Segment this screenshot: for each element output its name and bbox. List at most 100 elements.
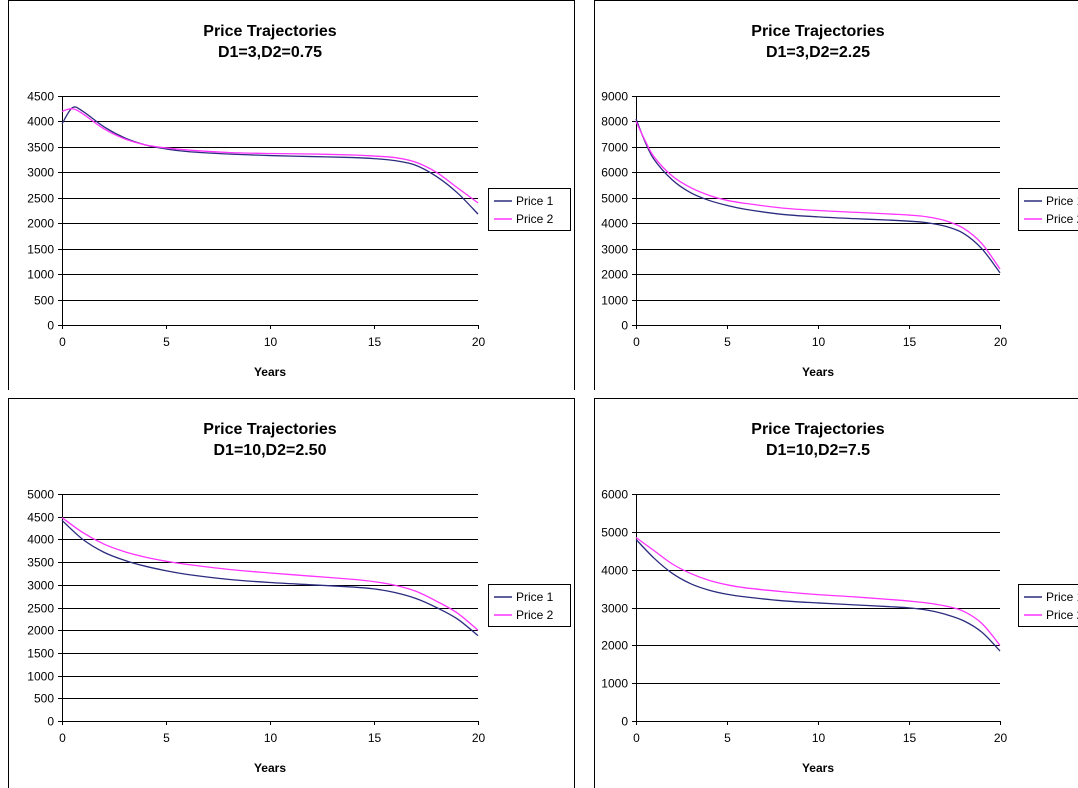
y-tick-label: 3000 — [27, 579, 54, 593]
x-tick-label: 5 — [724, 731, 731, 745]
y-tick-label: 3000 — [601, 602, 628, 616]
y-tick-label: 4500 — [27, 90, 54, 104]
y-tick-label: 3000 — [601, 243, 628, 257]
x-tick-label: 20 — [472, 731, 486, 745]
y-tick-label: 8000 — [601, 115, 628, 129]
y-tick-label: 1500 — [27, 243, 54, 257]
x-tick-label: 20 — [472, 335, 486, 349]
y-tick-label: 2000 — [27, 217, 54, 231]
y-tick-label: 0 — [47, 319, 54, 333]
x-tick-label: 10 — [812, 335, 826, 349]
legend: Price 1 Price 2 — [488, 584, 571, 627]
y-tick-label: 1000 — [27, 670, 54, 684]
y-tick-label: 2000 — [601, 268, 628, 282]
legend-label: Price 2 — [516, 608, 554, 622]
y-tick-label: 2000 — [27, 624, 54, 638]
chart-subtitle: D1=10,D2=2.50 — [214, 442, 327, 459]
y-tick-label: 3500 — [27, 141, 54, 155]
legend-label: Price 1 — [516, 590, 554, 604]
x-tick-label: 20 — [994, 731, 1008, 745]
x-tick-label: 0 — [59, 731, 66, 745]
series-line-price-1 — [635, 118, 1001, 274]
chart-subtitle: D1=3,D2=0.75 — [218, 44, 322, 61]
y-tick-label: 2500 — [27, 192, 54, 206]
y-tick-label: 9000 — [601, 90, 628, 104]
chart-1: Price Trajectories D1=3,D2=0.75 0 500 1000 15… — [8, 0, 575, 390]
y-tick-label: 1000 — [601, 294, 628, 308]
x-axis-label: Years — [254, 761, 286, 775]
x-tick-label: 10 — [264, 335, 278, 349]
x-axis-label: Years — [254, 365, 286, 379]
chart-title: Price Trajectories — [751, 23, 885, 40]
x-tick-label: 5 — [724, 335, 731, 349]
y-tick-label: 2000 — [601, 639, 628, 653]
y-tick-label: 1500 — [27, 647, 54, 661]
series-line-price-1 — [61, 519, 479, 637]
chart-frame — [8, 398, 575, 788]
x-tick-label: 5 — [163, 731, 170, 745]
legend: Price 1 Price 2 — [1018, 584, 1078, 627]
legend: Price 1 Price 2 — [488, 188, 571, 231]
series-line-price-1 — [61, 106, 479, 215]
y-tick-label: 6000 — [601, 166, 628, 180]
chart-frame — [594, 398, 1078, 788]
y-tick-label: 4000 — [27, 533, 54, 547]
chart-3: Price Trajectories D1=10,D2=2.50 0 500 1000 1… — [8, 398, 575, 788]
x-tick-label: 5 — [163, 335, 170, 349]
chart-panel-2: Price Trajectories D1=3,D2=2.25 0 1000 2000 3… — [586, 0, 1078, 390]
x-tick-label: 15 — [368, 731, 382, 745]
chart-title: Price Trajectories — [203, 23, 337, 40]
chart-panel-3: Price Trajectories D1=10,D2=2.50 0 500 1000 1… — [0, 398, 575, 788]
chart-4: Price Trajectories D1=10,D2=7.5 0 1000 2000 3… — [594, 398, 1078, 788]
x-tick-label: 15 — [903, 335, 917, 349]
series-line-price-2 — [61, 108, 479, 204]
series-line-price-1 — [635, 538, 1001, 652]
y-tick-label: 3000 — [27, 166, 54, 180]
y-tick-label: 5000 — [601, 192, 628, 206]
chart-title: Price Trajectories — [751, 421, 885, 438]
x-tick-label: 15 — [368, 335, 382, 349]
x-tick-label: 0 — [633, 335, 640, 349]
x-axis-label: Years — [802, 761, 834, 775]
y-tick-label: 5000 — [27, 488, 54, 502]
legend-label: Price 1 — [1046, 590, 1078, 604]
y-tick-label: 0 — [621, 319, 628, 333]
y-tick-label: 4000 — [601, 217, 628, 231]
y-tick-label: 7000 — [601, 141, 628, 155]
y-tick-label: 3500 — [27, 556, 54, 570]
y-tick-label: 6000 — [601, 488, 628, 502]
x-tick-label: 10 — [264, 731, 278, 745]
legend-label: Price 2 — [1046, 212, 1078, 226]
y-tick-label: 5000 — [601, 526, 628, 540]
legend: Price 1 Price 2 — [1018, 188, 1078, 231]
series-line-price-2 — [61, 517, 479, 631]
series-line-price-2 — [635, 121, 1001, 270]
y-tick-label: 2500 — [27, 602, 54, 616]
chart-panel-1: Price Trajectories D1=3,D2=0.75 0 500 1000 15… — [0, 0, 575, 390]
legend-label: Price 1 — [1046, 194, 1078, 208]
y-tick-label: 500 — [34, 294, 54, 308]
series-line-price-2 — [635, 536, 1001, 646]
y-tick-label: 0 — [47, 715, 54, 729]
chart-title: Price Trajectories — [203, 421, 337, 438]
y-tick-label: 1000 — [27, 268, 54, 282]
y-tick-label: 4000 — [27, 115, 54, 129]
chart-2: Price Trajectories D1=3,D2=2.25 0 1000 2000 3… — [594, 0, 1078, 390]
x-tick-label: 10 — [812, 731, 826, 745]
x-tick-label: 15 — [903, 731, 917, 745]
chart-subtitle: D1=10,D2=7.5 — [766, 442, 870, 459]
legend-label: Price 2 — [516, 212, 554, 226]
y-tick-label: 4500 — [27, 511, 54, 525]
x-axis-label: Years — [802, 365, 834, 379]
legend-label: Price 1 — [516, 194, 554, 208]
y-tick-label: 1000 — [601, 677, 628, 691]
x-tick-label: 0 — [59, 335, 66, 349]
chart-panel-4: Price Trajectories D1=10,D2=7.5 0 1000 2000 3… — [586, 398, 1078, 788]
x-tick-label: 20 — [994, 335, 1008, 349]
chart-subtitle: D1=3,D2=2.25 — [766, 44, 870, 61]
legend-label: Price 2 — [1046, 608, 1078, 622]
y-tick-label: 4000 — [601, 564, 628, 578]
y-tick-label: 500 — [34, 692, 54, 706]
y-tick-label: 0 — [621, 715, 628, 729]
x-tick-label: 0 — [633, 731, 640, 745]
